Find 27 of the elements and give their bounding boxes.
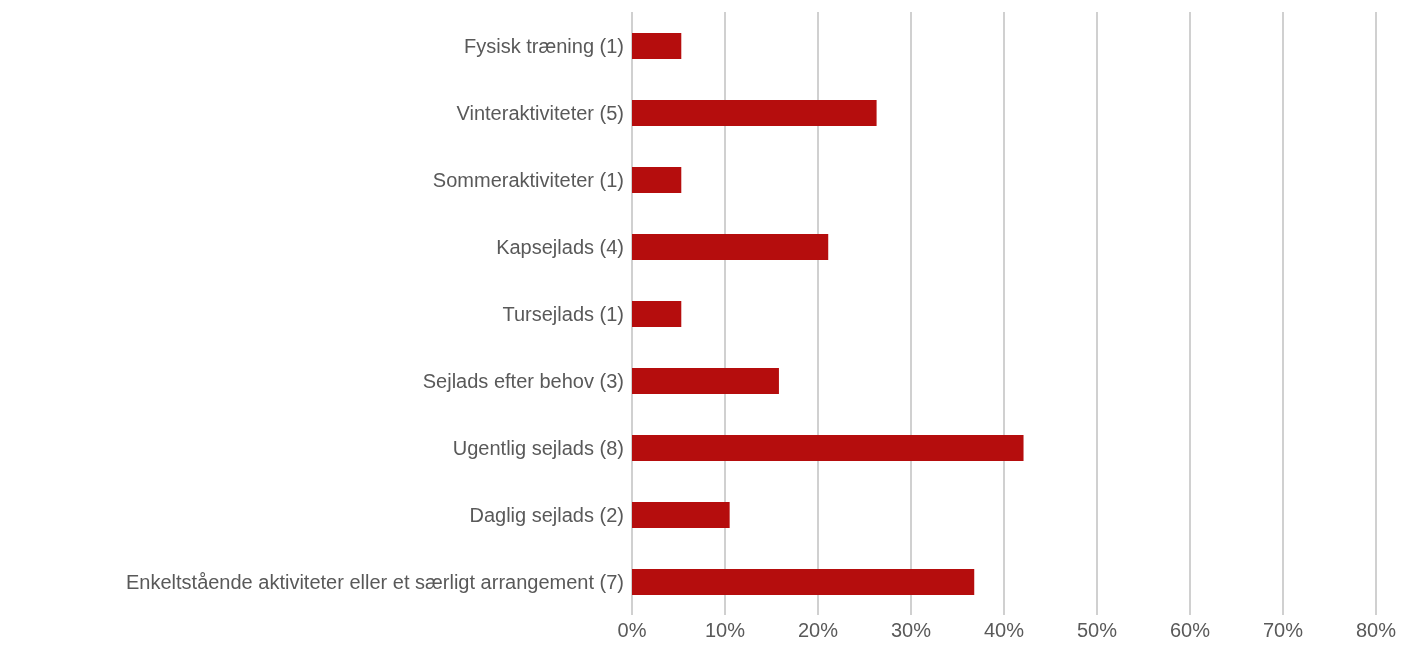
bar (632, 301, 682, 327)
x-tick-label: 70% (1262, 619, 1304, 642)
bar (632, 100, 877, 126)
x-tick-label: 50% (1076, 619, 1118, 642)
bar (632, 234, 829, 260)
bar (632, 368, 779, 394)
y-tick-label: Fysisk træning (1) (463, 34, 624, 57)
bar (632, 33, 682, 59)
y-tick-label: Enkeltstående aktiviteter eller et særligt arrangement (7) (125, 570, 624, 593)
x-tick-label: 40% (983, 619, 1025, 642)
x-tick-label: 80% (1355, 619, 1397, 642)
bar (632, 167, 682, 193)
bar (632, 502, 730, 528)
x-tick-label: 30% (890, 619, 932, 642)
x-tick-label: 60% (1169, 619, 1211, 642)
y-tick-label: Sejlads efter behov (3) (422, 369, 624, 392)
y-tick-label: Daglig sejlads (2) (469, 503, 624, 526)
bar (632, 435, 1024, 461)
x-tick-label: 0% (617, 619, 647, 642)
y-tick-label: Kapsejlads (4) (496, 235, 624, 258)
y-tick-label: Vinteraktiviteter (5) (456, 101, 624, 124)
y-tick-label: Ugentlig sejlads (8) (452, 436, 624, 459)
x-tick-label: 10% (704, 619, 746, 642)
bar (632, 569, 975, 595)
y-tick-label: Sommeraktiviteter (1) (432, 168, 624, 191)
y-tick-label: Tursejlads (1) (502, 302, 624, 325)
x-tick-label: 20% (797, 619, 839, 642)
